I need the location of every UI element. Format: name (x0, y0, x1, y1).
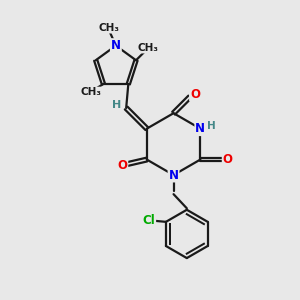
Text: CH₃: CH₃ (98, 23, 119, 33)
Text: H: H (112, 100, 122, 110)
Text: H: H (207, 121, 216, 131)
Text: CH₃: CH₃ (138, 43, 159, 53)
Text: N: N (111, 39, 121, 52)
Text: O: O (117, 159, 127, 172)
Text: CH₃: CH₃ (80, 87, 101, 97)
Text: O: O (223, 153, 233, 166)
Text: N: N (195, 122, 205, 135)
Text: O: O (190, 88, 200, 100)
Text: Cl: Cl (142, 214, 155, 227)
Text: N: N (169, 169, 178, 182)
